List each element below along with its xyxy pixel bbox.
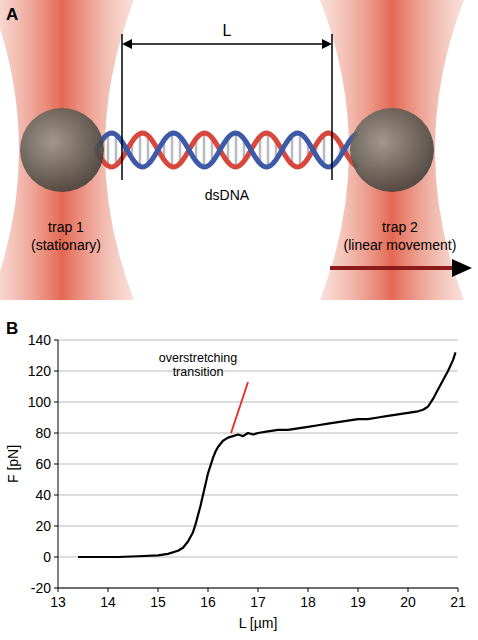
tick <box>54 464 58 465</box>
force-curve <box>78 352 456 557</box>
length-label: L <box>223 22 232 39</box>
tick-label: 13 <box>50 594 66 610</box>
bead <box>350 108 434 192</box>
tick <box>54 495 58 496</box>
grid-line <box>58 402 458 403</box>
x-axis <box>58 588 458 589</box>
base-pair <box>235 133 238 167</box>
panel-label: A <box>6 5 18 24</box>
tick <box>54 557 58 558</box>
trap-note: (stationary) <box>31 237 101 253</box>
grid-line <box>58 526 458 527</box>
tick-label: 20 <box>35 518 51 534</box>
grid-line <box>58 588 458 589</box>
tick <box>54 340 58 341</box>
tick-label: 15 <box>150 594 166 610</box>
tick-label: 0 <box>43 549 51 565</box>
base-pair <box>107 134 110 166</box>
tick <box>54 526 58 527</box>
trap-name: trap 1 <box>48 219 84 235</box>
grid-line <box>58 340 458 341</box>
base-pair <box>115 135 118 166</box>
y-axis-title: F [pN] <box>5 445 21 483</box>
y-axis <box>58 340 59 588</box>
annotation-line: overstretching <box>159 351 238 365</box>
tick <box>54 371 58 372</box>
arrow-head <box>122 39 132 49</box>
movement-arrow <box>330 266 456 270</box>
base-pair <box>267 133 270 167</box>
arrow-head <box>322 39 332 49</box>
tick-label: 60 <box>35 456 51 472</box>
molecule-label: dsDNA <box>205 187 250 203</box>
base-pair <box>139 134 142 167</box>
dna-helix <box>96 133 358 167</box>
grid-line <box>58 495 458 496</box>
tick <box>208 588 209 592</box>
tick-label: 19 <box>350 594 366 610</box>
panel-label: B <box>6 319 18 338</box>
tick-label: 20 <box>400 594 416 610</box>
strand <box>96 133 358 167</box>
tick <box>308 588 309 592</box>
tick <box>158 588 159 592</box>
annotation: overstretchingtransition <box>159 351 238 379</box>
length-arrow <box>124 43 330 45</box>
tick <box>54 402 58 403</box>
tick-label: 21 <box>450 594 466 610</box>
strand <box>96 133 358 167</box>
tick <box>108 588 109 592</box>
laser-beam <box>0 0 134 300</box>
figure: L AdsDNA trap 1 (stationary) trap 2 (linear m… <box>0 0 478 640</box>
extent-line <box>331 34 333 180</box>
base-pair <box>323 135 326 166</box>
tick <box>408 588 409 592</box>
tick <box>58 588 59 592</box>
trap-name: trap 2 <box>382 219 418 235</box>
tick-label: 16 <box>200 594 216 610</box>
tick <box>458 588 459 592</box>
tick-label: 140 <box>28 332 52 348</box>
tick-label: 17 <box>250 594 266 610</box>
grid-line <box>58 371 458 372</box>
tick-label: 14 <box>100 594 116 610</box>
base-pair <box>299 134 302 167</box>
tick <box>54 588 58 589</box>
arrow-head <box>452 259 472 277</box>
x-axis-title: L [µm] <box>239 615 278 631</box>
annotation-leader <box>231 382 248 433</box>
tick-label: 80 <box>35 425 51 441</box>
base-pair <box>171 133 174 167</box>
bead <box>20 108 104 192</box>
extent-line <box>121 34 123 180</box>
trap-note: (linear movement) <box>344 237 457 253</box>
grid-line <box>58 464 458 465</box>
plot-area <box>78 352 456 557</box>
tick <box>54 433 58 434</box>
tick-label: 40 <box>35 487 51 503</box>
tick-label: 100 <box>28 394 52 410</box>
tick-label: 120 <box>28 363 52 379</box>
base-pair <box>203 133 206 167</box>
tick-label: 18 <box>300 594 316 610</box>
tick <box>258 588 259 592</box>
annotation-line: transition <box>173 365 224 379</box>
tick-label: -20 <box>31 580 51 596</box>
tick <box>358 588 359 592</box>
